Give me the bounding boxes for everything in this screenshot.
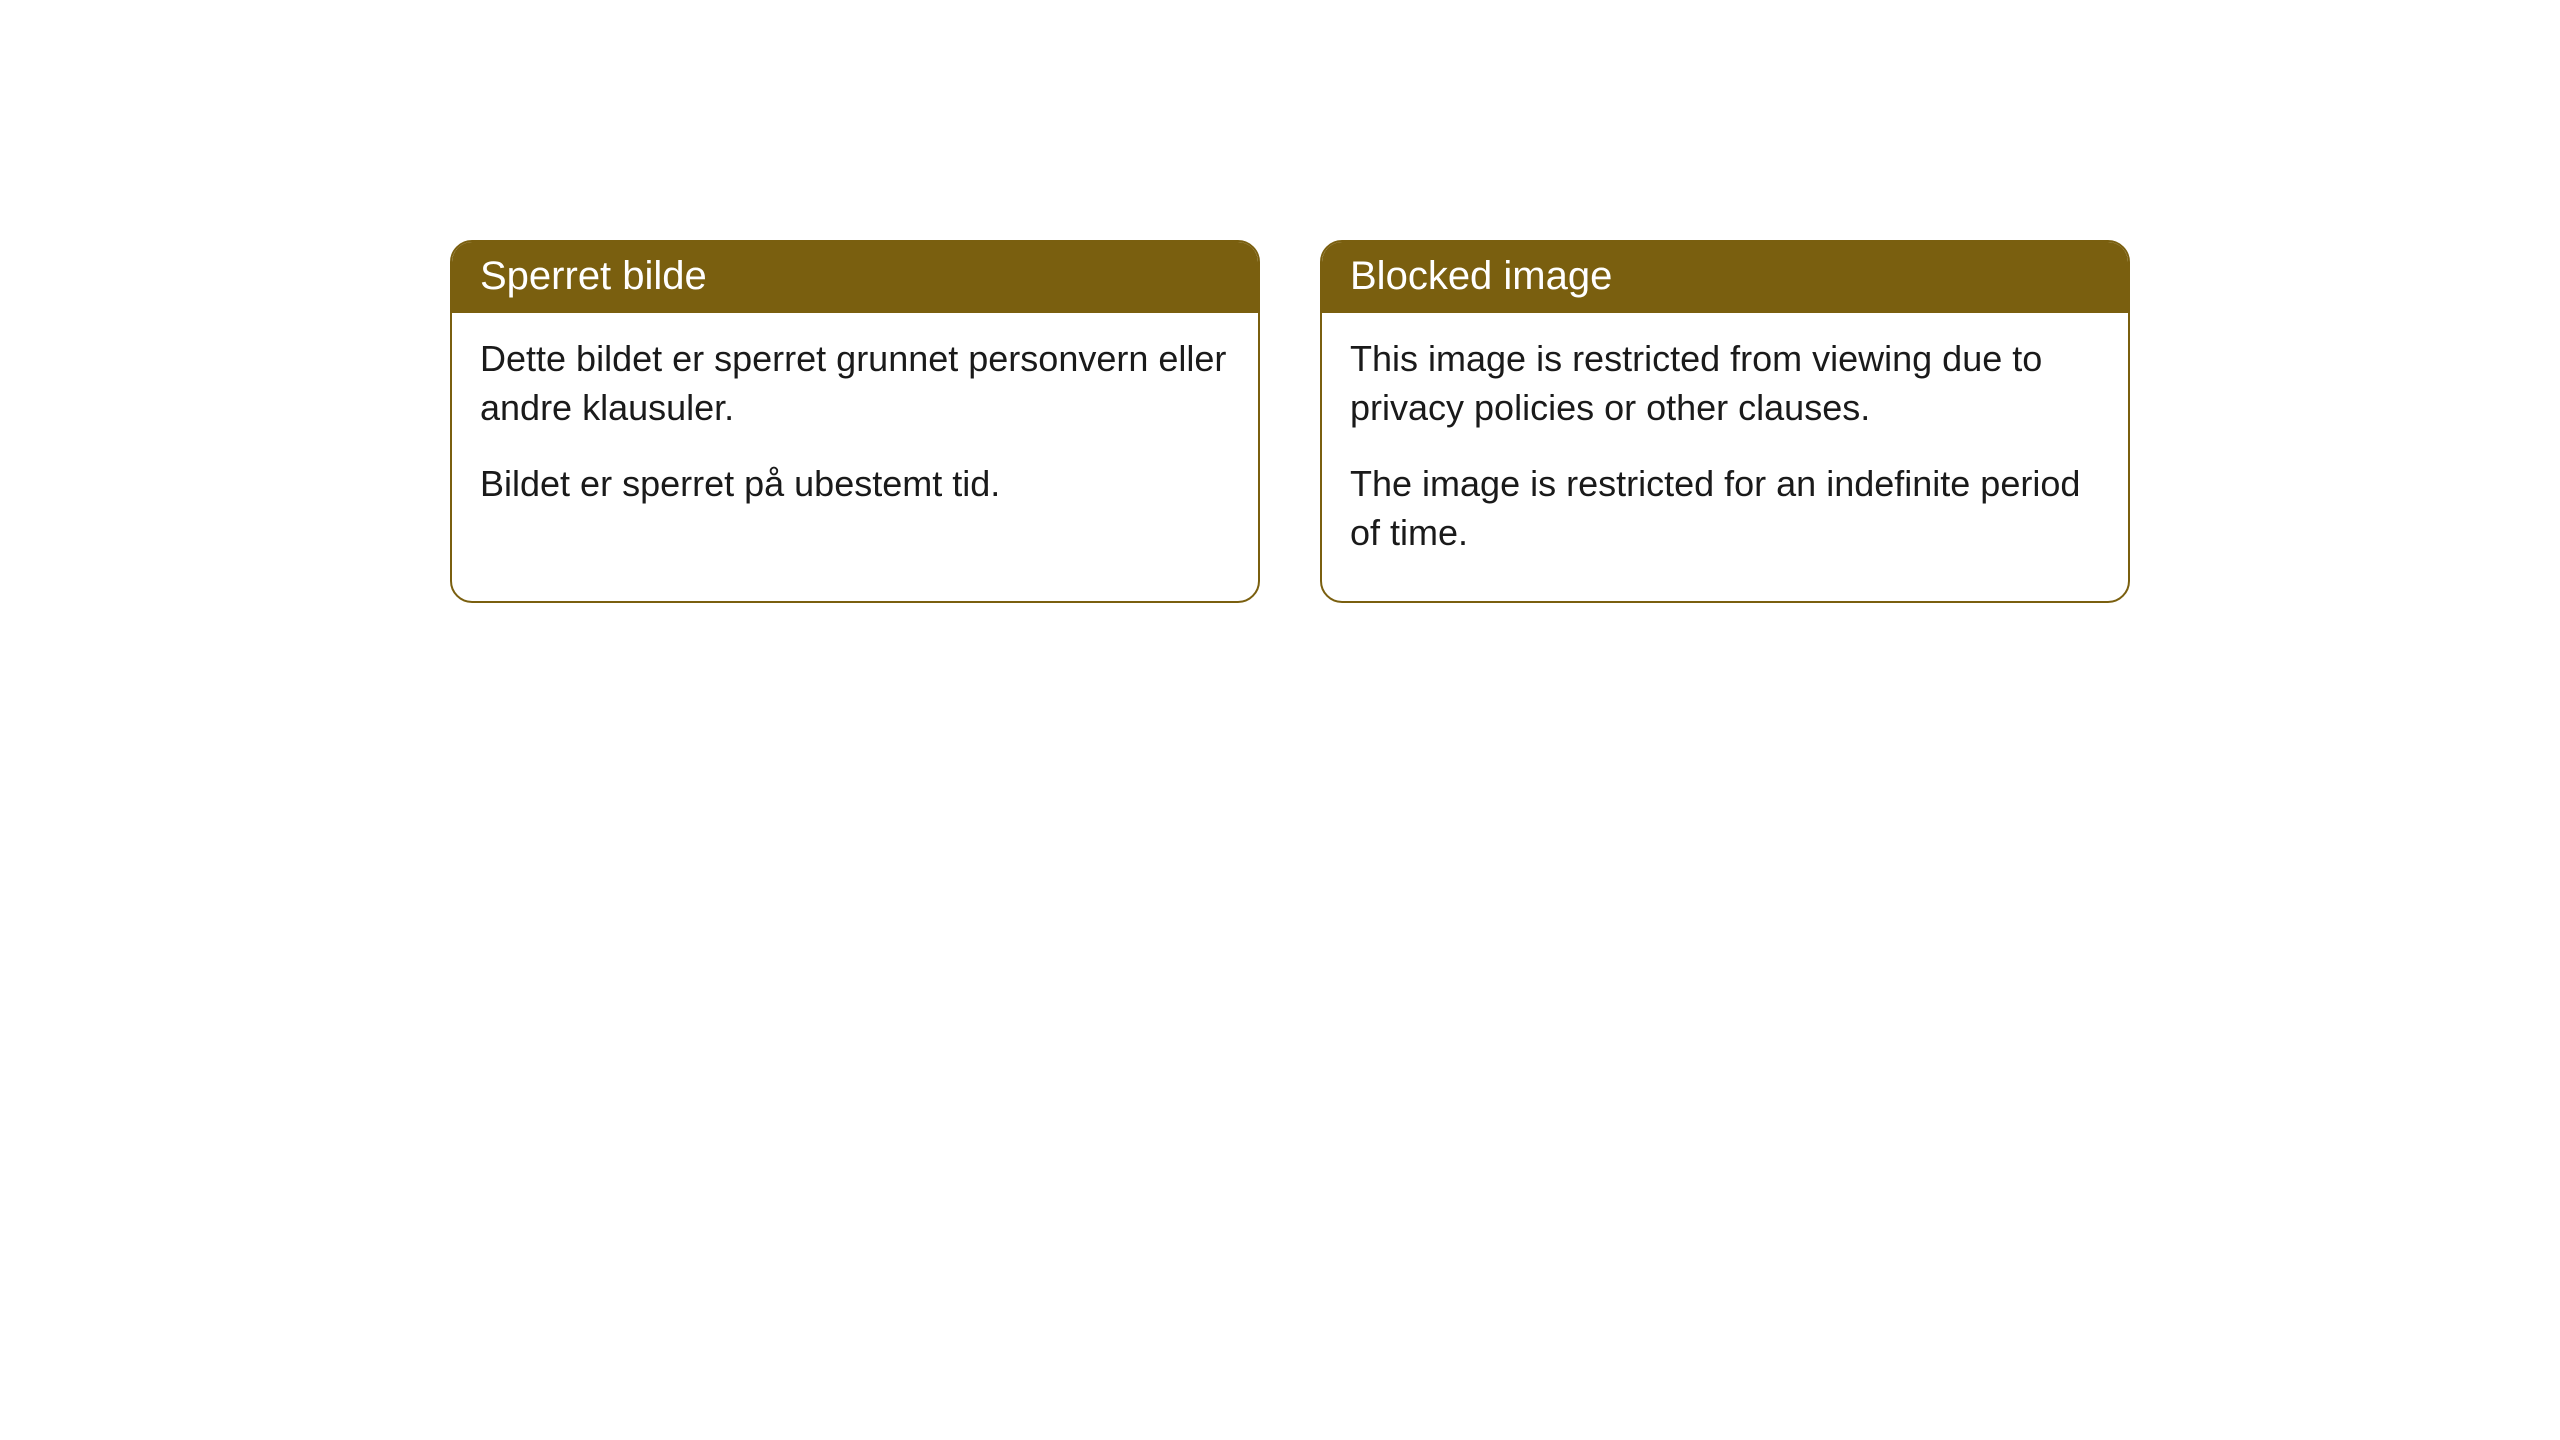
notice-container: Sperret bilde Dette bildet er sperret gr…	[0, 0, 2560, 603]
card-text-en-2: The image is restricted for an indefinit…	[1350, 460, 2100, 557]
card-text-no-1: Dette bildet er sperret grunnet personve…	[480, 335, 1230, 432]
card-title-en: Blocked image	[1322, 242, 2128, 313]
card-text-no-2: Bildet er sperret på ubestemt tid.	[480, 460, 1230, 509]
card-title-no: Sperret bilde	[452, 242, 1258, 313]
card-text-en-1: This image is restricted from viewing du…	[1350, 335, 2100, 432]
card-body-no: Dette bildet er sperret grunnet personve…	[452, 313, 1258, 553]
blocked-image-card-no: Sperret bilde Dette bildet er sperret gr…	[450, 240, 1260, 603]
card-body-en: This image is restricted from viewing du…	[1322, 313, 2128, 601]
blocked-image-card-en: Blocked image This image is restricted f…	[1320, 240, 2130, 603]
